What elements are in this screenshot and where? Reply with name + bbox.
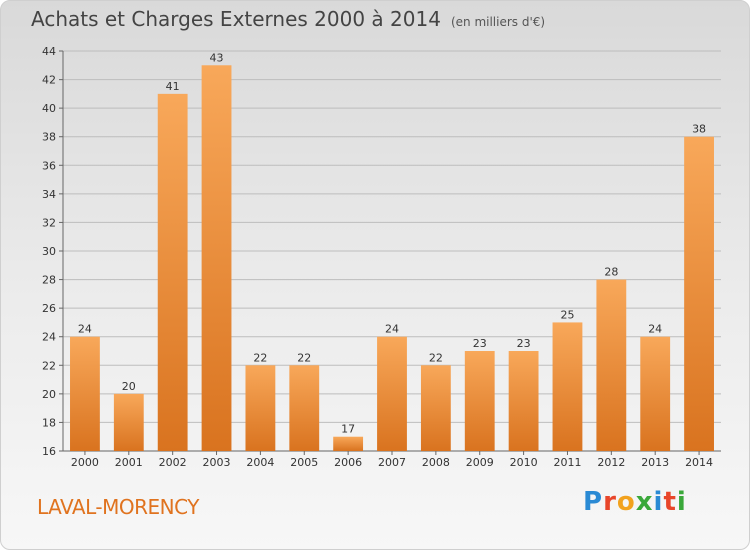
bar-2001 — [113, 393, 144, 451]
data-label-2007: 24 — [385, 323, 399, 336]
x-tick-label-2001: 2001 — [115, 456, 143, 469]
bar-2003 — [201, 65, 232, 452]
x-tick-label-2008: 2008 — [422, 456, 450, 469]
bar-2005 — [289, 365, 320, 451]
x-tick-label-2010: 2010 — [510, 456, 538, 469]
bar-2012 — [596, 279, 627, 451]
y-tick-label: 44 — [42, 45, 56, 58]
y-tick-label: 40 — [42, 102, 56, 115]
bar-2007 — [377, 336, 407, 451]
bar-2010 — [508, 351, 539, 451]
x-tick-label-2000: 2000 — [71, 456, 99, 469]
data-label-2004: 22 — [253, 351, 267, 364]
chart-title: Achats et Charges Externes 2000 à 2014 (e… — [31, 7, 545, 31]
data-label-2011: 25 — [560, 308, 574, 321]
bar-2009 — [464, 351, 495, 451]
x-tick-label-2002: 2002 — [159, 456, 187, 469]
chart-title-text: Achats et Charges Externes 2000 à 2014 — [31, 7, 441, 31]
proxiti-logo: Proxiti — [583, 487, 687, 517]
bar-2011 — [552, 322, 583, 451]
x-tick-label-2014: 2014 — [685, 456, 713, 469]
x-tick-label-2003: 2003 — [203, 456, 231, 469]
bar-2014 — [684, 136, 714, 451]
y-tick-label: 30 — [42, 245, 56, 258]
x-tick-label-2004: 2004 — [246, 456, 274, 469]
data-label-2013: 24 — [648, 323, 662, 336]
x-tick-label-2006: 2006 — [334, 456, 362, 469]
town-name: LAVAL-MORENCY — [37, 495, 199, 519]
bar-2006 — [333, 436, 364, 451]
data-label-2014: 38 — [692, 123, 706, 136]
data-label-2001: 20 — [122, 380, 136, 393]
data-label-2000: 24 — [78, 323, 92, 336]
bar-2004 — [245, 365, 276, 451]
data-label-2002: 41 — [166, 80, 180, 93]
data-label-2012: 28 — [604, 266, 618, 279]
bar-2000 — [70, 336, 100, 451]
x-tick-label-2012: 2012 — [597, 456, 625, 469]
x-tick-label-2013: 2013 — [641, 456, 669, 469]
chart-unit: (en milliers d'€) — [450, 15, 546, 29]
data-label-2009: 23 — [473, 337, 487, 350]
y-tick-label: 32 — [42, 216, 56, 229]
data-label-2003: 43 — [210, 51, 224, 64]
x-tick-label-2011: 2011 — [553, 456, 581, 469]
y-tick-label: 20 — [42, 388, 56, 401]
x-tick-label-2005: 2005 — [290, 456, 318, 469]
data-label-2005: 22 — [297, 351, 311, 364]
y-tick-label: 38 — [42, 131, 56, 144]
y-tick-label: 42 — [42, 74, 56, 87]
x-tick-label-2009: 2009 — [466, 456, 494, 469]
y-tick-label: 26 — [42, 302, 56, 315]
data-label-2008: 22 — [429, 351, 443, 364]
bars — [70, 65, 714, 452]
data-label-2010: 23 — [517, 337, 531, 350]
data-label-2006: 17 — [341, 423, 355, 436]
y-tick-label: 18 — [42, 416, 56, 429]
y-tick-label: 24 — [42, 331, 56, 344]
labels: 16 18 20 22 24 26 28 30 32 34 36 38 40 42 44 24 2000 20 20… — [42, 45, 713, 469]
y-tick-label: 22 — [42, 359, 56, 372]
bar-2002 — [157, 93, 188, 451]
x-tick-label-2007: 2007 — [378, 456, 406, 469]
y-tick-label: 16 — [42, 445, 56, 458]
y-tick-label: 28 — [42, 274, 56, 287]
bar-2013 — [640, 336, 671, 451]
y-tick-label: 34 — [42, 188, 56, 201]
y-tick-label: 36 — [42, 159, 56, 172]
bar-2008 — [420, 365, 451, 451]
